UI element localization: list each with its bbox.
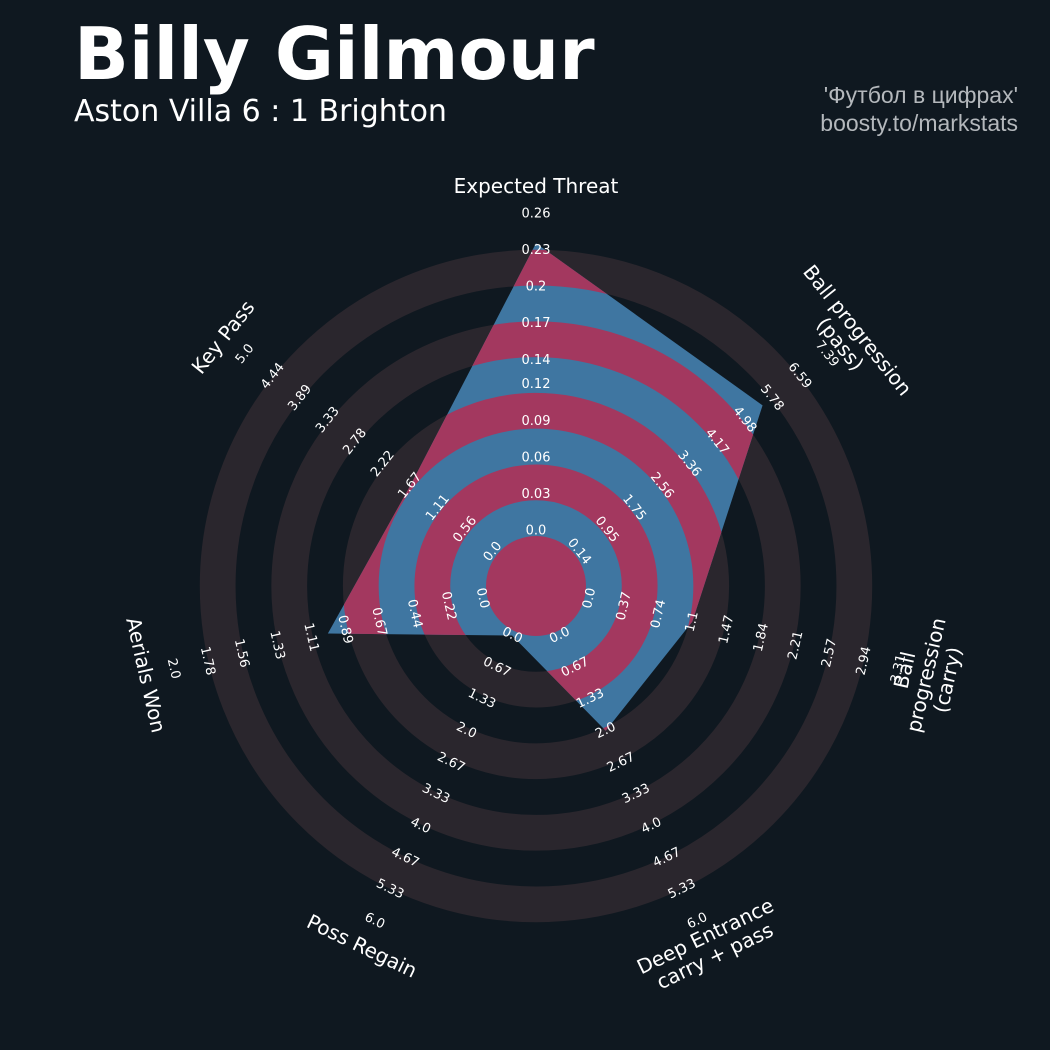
polygon-highlight-band — [327, 321, 763, 731]
tick-label: 0.17 — [522, 316, 551, 331]
tick-label: 1.47 — [716, 614, 737, 646]
polygon-highlight-band — [327, 249, 763, 731]
tick-label: 5.0 — [233, 341, 258, 367]
credit: boosty.to/markstats — [820, 110, 1018, 136]
credit: 'Футбол в цифрах' — [823, 82, 1018, 108]
tick-label: 0.2 — [526, 280, 547, 295]
tick-label: 0.37 — [614, 590, 635, 622]
tick-label: 1.78 — [197, 645, 218, 677]
tick-label: 0.89 — [334, 614, 355, 646]
tick-label: 1.84 — [751, 622, 772, 654]
param-label: Expected Threat — [453, 174, 619, 198]
tick-label: 1.33 — [266, 629, 287, 661]
tick-label: 0.44 — [404, 598, 425, 630]
tick-label: 6.0 — [362, 910, 387, 932]
tick-label: 0.06 — [522, 450, 551, 465]
chart-subtitle: Aston Villa 6 : 1 Brighton — [74, 94, 447, 129]
tick-label: 0.0 — [526, 524, 547, 539]
tick-label: 0.26 — [522, 207, 551, 222]
tick-label: 0.12 — [522, 377, 551, 392]
tick-label: 2.21 — [785, 630, 806, 662]
tick-label: 0.0 — [580, 586, 599, 610]
tick-label: 0.23 — [522, 243, 551, 258]
chart-title: Billy Gilmour — [74, 12, 595, 96]
tick-label: 2.57 — [819, 637, 840, 669]
tick-label: 0.09 — [522, 414, 551, 429]
tick-label: 0.14 — [522, 353, 551, 368]
tick-label: 3.31 — [888, 653, 909, 685]
tick-label: 0.0 — [473, 586, 492, 610]
tick-label: 0.74 — [648, 598, 669, 630]
tick-label: 1.56 — [231, 637, 252, 669]
tick-label: 2.0 — [164, 657, 183, 681]
tick-label: 1.11 — [300, 622, 321, 654]
tick-label: 0.22 — [438, 590, 459, 622]
tick-label: 0.03 — [522, 487, 551, 502]
polygon-highlight-center — [486, 536, 586, 636]
tick-label: 1.1 — [683, 610, 702, 634]
tick-label: 0.67 — [368, 606, 389, 638]
tick-label: 2.94 — [854, 645, 875, 677]
